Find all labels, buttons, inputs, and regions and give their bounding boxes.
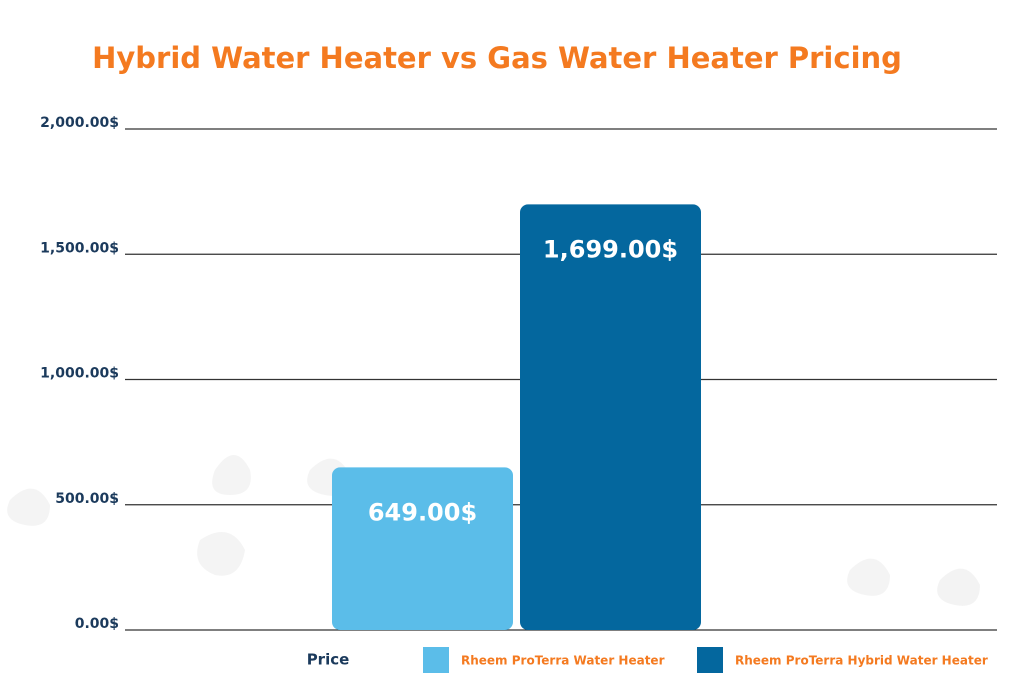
legend-label: Rheem ProTerra Hybrid Water Heater <box>735 654 988 668</box>
legend-label: Rheem ProTerra Water Heater <box>461 654 665 668</box>
y-tick-label: 500.00$ <box>55 491 119 507</box>
chart-title: Hybrid Water Heater vs Gas Water Heater … <box>92 41 902 75</box>
y-tick-label: 1,000.00$ <box>40 366 119 382</box>
bar <box>332 467 513 630</box>
y-tick-label: 2,000.00$ <box>40 115 119 131</box>
x-tick-label: Price <box>307 651 350 669</box>
legend-swatch <box>423 647 449 673</box>
value-label: 1,699.00$ <box>543 235 678 263</box>
y-tick-label: 0.00$ <box>75 616 119 632</box>
background-decoration <box>7 455 980 606</box>
legend-swatch <box>697 647 723 673</box>
bar <box>520 204 701 630</box>
y-tick-label: 1,500.00$ <box>40 240 119 256</box>
value-label: 649.00$ <box>368 498 477 526</box>
